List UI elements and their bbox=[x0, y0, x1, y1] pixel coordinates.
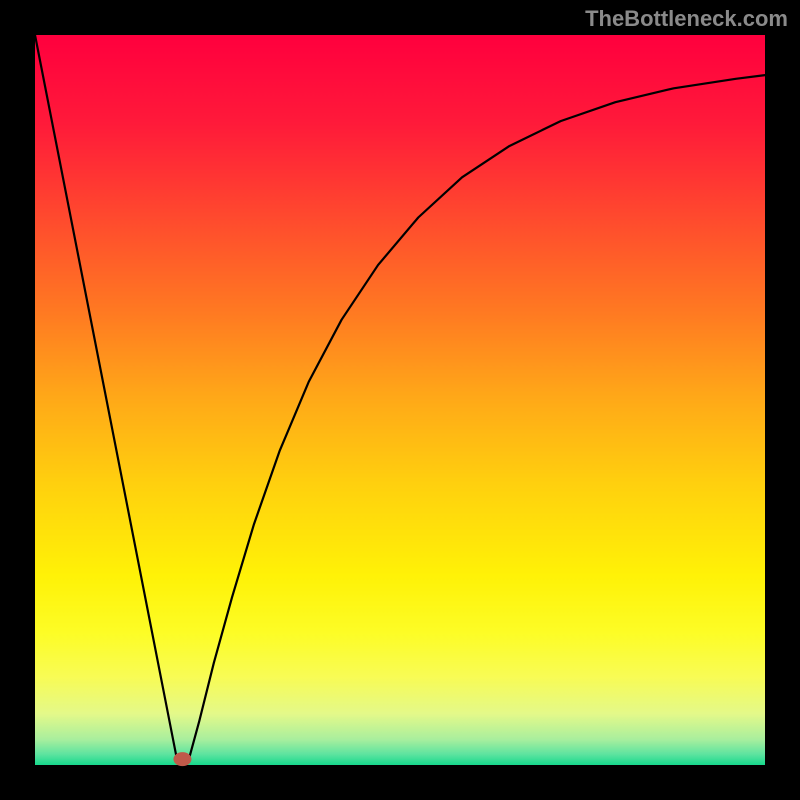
chart-container: { "watermark": { "text": "TheBottleneck.… bbox=[0, 0, 800, 800]
bottleneck-curve bbox=[35, 35, 765, 761]
optimal-point-marker bbox=[173, 752, 191, 766]
curve-overlay bbox=[35, 35, 765, 765]
watermark-text: TheBottleneck.com bbox=[585, 6, 788, 32]
